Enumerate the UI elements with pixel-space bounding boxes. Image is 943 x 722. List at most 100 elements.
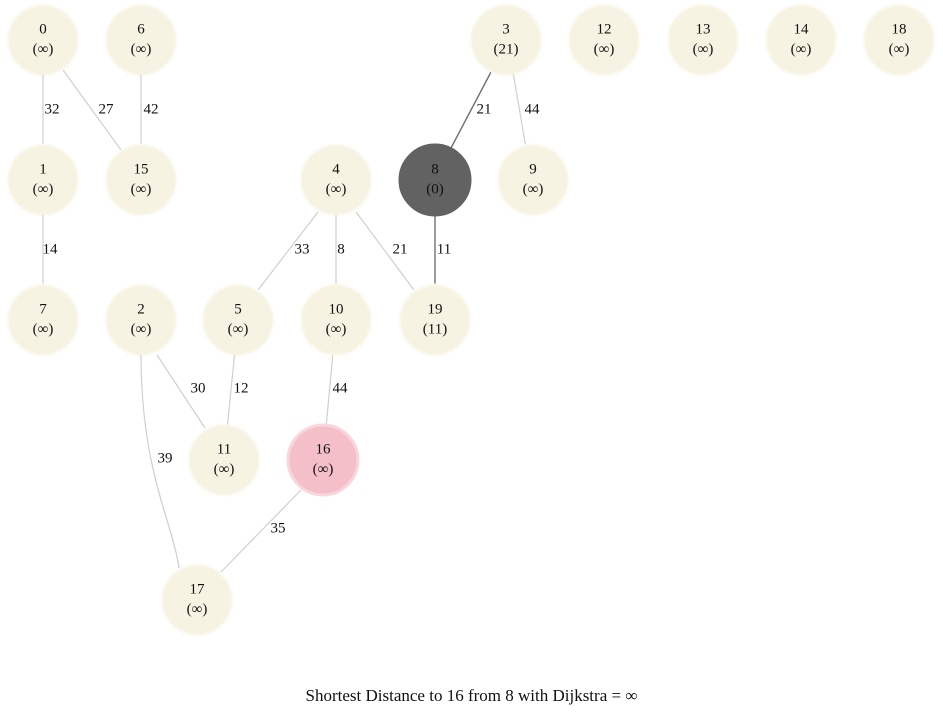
node-id-1: 1 bbox=[39, 161, 47, 177]
node-circle-2 bbox=[104, 283, 178, 357]
edge-weight-4-10: 8 bbox=[337, 241, 345, 257]
node-distance-19: (11) bbox=[423, 321, 447, 337]
node-id-15: 15 bbox=[134, 161, 149, 177]
node-distance-9: (∞) bbox=[523, 181, 544, 197]
node-distance-10: (∞) bbox=[326, 321, 347, 337]
node-12: 12 (∞) bbox=[567, 3, 641, 77]
node-14: 14 (∞) bbox=[764, 3, 838, 77]
node-distance-8: (0) bbox=[426, 181, 444, 197]
node-5: 5 (∞) bbox=[201, 283, 275, 357]
node-id-5: 5 bbox=[234, 301, 242, 317]
edge-weight-4-5: 33 bbox=[295, 241, 310, 257]
node-distance-4: (∞) bbox=[326, 181, 347, 197]
node-circle-14 bbox=[764, 3, 838, 77]
node-id-14: 14 bbox=[794, 21, 810, 37]
node-id-19: 19 bbox=[428, 301, 443, 317]
node-13: 13 (∞) bbox=[666, 3, 740, 77]
edge-10-16 bbox=[325, 354, 334, 426]
node-id-18: 18 bbox=[892, 21, 907, 37]
edge-weight-16-17: 35 bbox=[271, 520, 286, 536]
edge-weight-1-7: 14 bbox=[43, 241, 59, 257]
node-distance-12: (∞) bbox=[594, 41, 615, 57]
node-10: 10 (∞) bbox=[299, 283, 373, 357]
node-distance-18: (∞) bbox=[889, 41, 910, 57]
edge-weight-6-15: 42 bbox=[144, 101, 159, 117]
node-4: 4 (∞) bbox=[299, 143, 373, 217]
node-distance-5: (∞) bbox=[228, 321, 249, 337]
node-9: 9 (∞) bbox=[496, 143, 570, 217]
node-distance-16: (∞) bbox=[313, 461, 334, 477]
node-id-12: 12 bbox=[597, 21, 612, 37]
node-8: 8(0) bbox=[398, 143, 472, 217]
node-distance-1: (∞) bbox=[33, 181, 54, 197]
node-id-16: 16 bbox=[316, 441, 332, 457]
edge-weight-0-1: 32 bbox=[45, 101, 60, 117]
node-6: 6 (∞) bbox=[104, 3, 178, 77]
edge-0-15 bbox=[62, 69, 122, 151]
node-distance-13: (∞) bbox=[693, 41, 714, 57]
node-18: 18 (∞) bbox=[862, 3, 936, 77]
node-id-6: 6 bbox=[137, 21, 145, 37]
edge-weight-3-8: 21 bbox=[477, 101, 492, 117]
node-id-17: 17 bbox=[190, 581, 206, 597]
node-distance-17: (∞) bbox=[187, 601, 208, 617]
node-id-0: 0 bbox=[39, 21, 47, 37]
edge-weight-2-11: 30 bbox=[191, 380, 206, 396]
node-circle-9 bbox=[496, 143, 570, 217]
node-circle-5 bbox=[201, 283, 275, 357]
edge-16-17 bbox=[220, 489, 302, 573]
node-circle-8 bbox=[398, 143, 472, 217]
node-circle-7 bbox=[6, 283, 80, 357]
node-distance-7: (∞) bbox=[33, 321, 54, 337]
node-id-8: 8 bbox=[431, 161, 439, 177]
node-distance-3: (21) bbox=[494, 41, 519, 57]
node-distance-14: (∞) bbox=[791, 41, 812, 57]
node-id-2: 2 bbox=[137, 301, 145, 317]
edge-4-5 bbox=[257, 211, 319, 291]
edge-weight-8-19: 11 bbox=[437, 241, 451, 257]
node-7: 7 (∞) bbox=[6, 283, 80, 357]
node-id-3: 3 bbox=[502, 21, 510, 37]
edge-3-9 bbox=[512, 71, 527, 149]
edge-weight-10-16: 44 bbox=[333, 380, 349, 396]
node-id-4: 4 bbox=[332, 161, 340, 177]
node-11: 11 (∞) bbox=[187, 423, 261, 497]
node-circle-0 bbox=[6, 3, 80, 77]
node-id-13: 13 bbox=[696, 21, 711, 37]
node-16: 16 (∞) bbox=[286, 423, 360, 497]
node-0: 0 (∞) bbox=[6, 3, 80, 77]
edge-weight-4-19: 21 bbox=[393, 241, 408, 257]
result-caption: Shortest Distance to 16 from 8 with Dijk… bbox=[305, 686, 638, 705]
node-id-11: 11 bbox=[217, 441, 231, 457]
node-distance-2: (∞) bbox=[131, 321, 152, 337]
node-circle-4 bbox=[299, 143, 373, 217]
edge-weight-3-9: 44 bbox=[525, 101, 541, 117]
edge-5-11 bbox=[226, 354, 236, 426]
node-distance-6: (∞) bbox=[131, 41, 152, 57]
node-circle-17 bbox=[160, 563, 234, 637]
node-circle-1 bbox=[6, 143, 80, 217]
node-id-10: 10 bbox=[329, 301, 344, 317]
node-id-9: 9 bbox=[529, 161, 537, 177]
node-circle-16 bbox=[286, 423, 360, 497]
node-circle-6 bbox=[104, 3, 178, 77]
node-15: 15 (∞) bbox=[104, 143, 178, 217]
node-circle-15 bbox=[104, 143, 178, 217]
node-1: 1 (∞) bbox=[6, 143, 80, 217]
node-3: 3 (21) bbox=[469, 3, 543, 77]
node-17: 17 (∞) bbox=[160, 563, 234, 637]
edge-3-8 bbox=[450, 71, 492, 149]
node-2: 2 (∞) bbox=[104, 283, 178, 357]
node-circle-13 bbox=[666, 3, 740, 77]
edge-weight-0-15: 27 bbox=[99, 101, 115, 117]
node-distance-11: (∞) bbox=[214, 461, 235, 477]
node-circle-3 bbox=[469, 3, 543, 77]
edge-4-19 bbox=[355, 211, 415, 291]
node-circle-12 bbox=[567, 3, 641, 77]
node-19: 19 (11) bbox=[398, 283, 472, 357]
edge-2-17 bbox=[140, 354, 180, 569]
edge-weight-5-11: 12 bbox=[234, 380, 249, 396]
node-circle-19 bbox=[398, 283, 472, 357]
